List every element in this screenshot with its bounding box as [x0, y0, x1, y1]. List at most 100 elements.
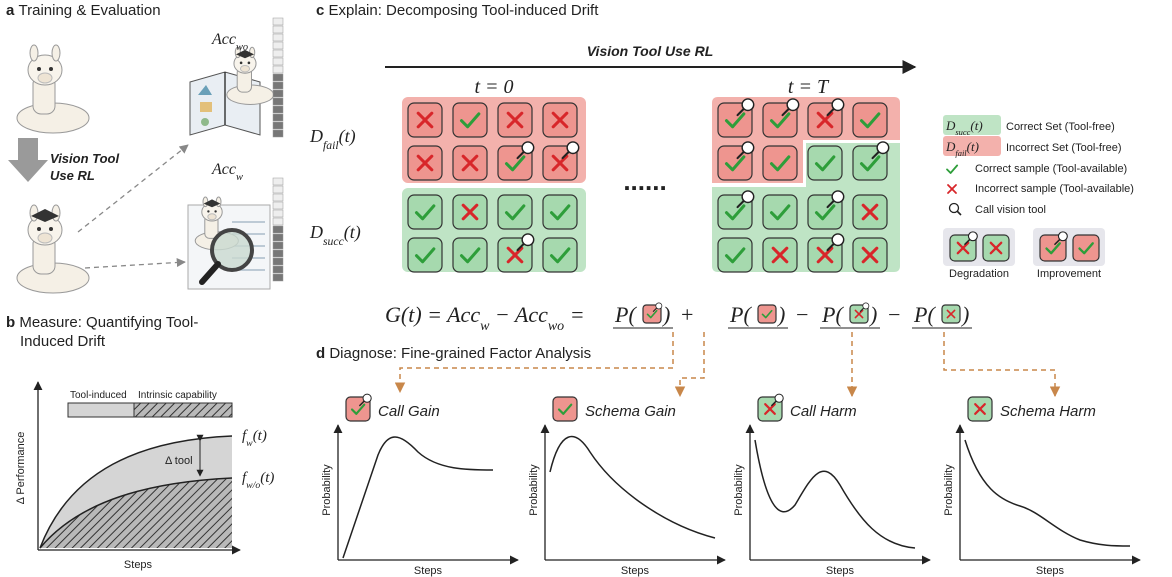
check-icon	[646, 309, 658, 319]
score-bar	[272, 225, 284, 234]
sample-cell	[807, 145, 843, 181]
y-axis-label: Probability	[733, 464, 745, 516]
acc-label: Accw	[211, 161, 243, 183]
legend-text: Call vision tool	[975, 204, 1046, 216]
panel-letter: b	[6, 314, 15, 331]
score-bar	[272, 121, 284, 130]
curve-label: fw/o(t)	[242, 470, 274, 491]
main: D	[309, 222, 323, 242]
y-axis-label: Probability	[321, 464, 333, 516]
magnifier-handle	[871, 150, 880, 160]
sample-cell	[757, 304, 777, 324]
check-icon	[459, 112, 481, 129]
check-icon	[504, 204, 526, 221]
cross-icon	[956, 241, 970, 255]
check-icon	[557, 403, 573, 415]
magnifier-handle	[516, 242, 525, 252]
eq-op: −	[887, 302, 902, 327]
eq-p: P(	[913, 302, 936, 327]
magnifier	[566, 141, 580, 155]
score-bar	[272, 57, 284, 66]
x-axis-label: Steps	[621, 565, 650, 577]
panel-title-text: Induced Drift	[20, 333, 106, 350]
magnifier-handle	[561, 150, 570, 160]
llama-ear	[249, 46, 256, 59]
score-bar	[272, 193, 284, 202]
magnifier	[967, 231, 978, 242]
llama-ear	[51, 204, 61, 222]
main: f	[242, 470, 248, 486]
magnifier	[521, 233, 535, 247]
set-label: Dsucc(t)	[309, 222, 361, 248]
eq-p: )	[868, 302, 877, 327]
sample-cell	[1072, 234, 1100, 262]
tail: (t)	[339, 126, 356, 147]
score-bar	[272, 97, 284, 106]
main: f	[242, 428, 248, 444]
llama-eye	[247, 61, 251, 65]
llama-eye	[37, 227, 41, 231]
sub: w/o	[246, 480, 260, 491]
magnifier-handle	[199, 261, 221, 285]
sample-cell	[407, 194, 443, 230]
plot-title: Schema Gain	[585, 403, 676, 420]
score-bar	[272, 113, 284, 122]
llama-ear	[29, 44, 39, 62]
y-axis-label: Probability	[528, 464, 540, 516]
arrow-label: Vision Tool	[50, 151, 119, 166]
panel-title-text: Training & Evaluation	[19, 2, 161, 19]
magnifier-handle	[736, 107, 745, 117]
magnifier-handle	[359, 400, 365, 407]
magnifier-handle	[826, 199, 835, 209]
legend-text: Incorrect Set (Tool-free)	[1006, 142, 1122, 154]
check-icon	[350, 403, 366, 415]
check-icon	[724, 247, 746, 264]
ellipsis: ......	[623, 166, 666, 196]
cross-icon	[461, 154, 479, 172]
check-icon	[769, 204, 791, 221]
llama-ear	[29, 204, 39, 222]
eq-op: −	[795, 302, 810, 327]
magnifier	[876, 141, 890, 155]
sample-cell	[852, 145, 888, 181]
eq-sub: w	[480, 319, 490, 334]
time-label: t = 0	[474, 76, 513, 98]
magnifier	[831, 190, 845, 204]
eq-acc: Acc	[513, 302, 548, 327]
panel-title-text: Diagnose: Fine-grained Factor Analysis	[329, 345, 591, 362]
sample-cell	[497, 194, 533, 230]
llama-ear	[202, 196, 209, 208]
y-axis-label: Probability	[943, 464, 955, 516]
sub: succ	[955, 127, 970, 137]
check-icon	[814, 155, 836, 172]
eq-acc: Acc	[445, 302, 480, 327]
main: Acc	[211, 31, 236, 48]
eq-sub: wo	[548, 319, 564, 334]
distribution-curve	[964, 439, 1131, 547]
magnifier-handle	[736, 150, 745, 160]
f-wo-curve	[39, 477, 233, 549]
score-bar	[272, 257, 284, 266]
eq-op: +	[680, 302, 695, 327]
panel-letter: c	[316, 2, 324, 19]
check-icon	[724, 155, 746, 172]
llama-eye	[37, 67, 41, 71]
llama-eye	[49, 227, 53, 231]
check-icon	[414, 247, 436, 264]
llama-eye	[207, 210, 210, 213]
magnifier	[831, 98, 845, 112]
panel-letter: d	[316, 345, 325, 362]
check-icon	[859, 112, 881, 129]
check-icon	[459, 247, 481, 264]
llama-eye	[49, 67, 53, 71]
book-shape	[200, 102, 212, 112]
cross-icon	[947, 184, 957, 194]
panel-title: a Training & Evaluation	[6, 2, 161, 19]
score-bar	[272, 241, 284, 250]
llama-snout	[37, 72, 53, 84]
check-icon	[414, 204, 436, 221]
legend-swatch	[67, 402, 135, 418]
cross-icon	[771, 246, 789, 264]
cross-icon	[816, 246, 834, 264]
